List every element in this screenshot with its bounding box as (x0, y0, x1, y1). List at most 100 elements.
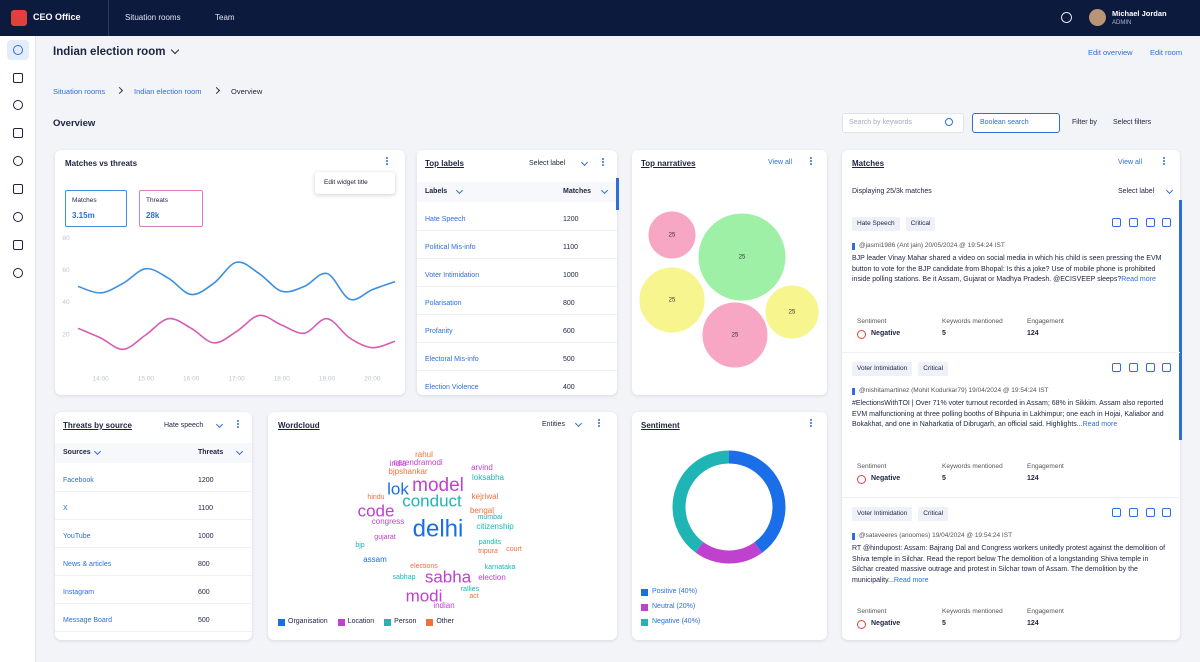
menu-dot[interactable] (602, 158, 604, 160)
table-cell[interactable]: Voter Intimidation (425, 272, 480, 279)
avatar[interactable] (1089, 9, 1106, 26)
user-name[interactable]: Michael Jordan (1112, 9, 1167, 18)
sidebar-icon[interactable] (13, 268, 23, 278)
column-header[interactable]: Matches (563, 188, 592, 195)
breadcrumb[interactable]: Indian election room (134, 87, 202, 96)
action-icon[interactable] (1162, 508, 1171, 517)
search-input[interactable] (842, 113, 964, 133)
menu-dot[interactable] (237, 426, 239, 428)
read-more[interactable]: Read more (893, 576, 929, 584)
select[interactable]: Select label (529, 160, 566, 167)
boolean-button[interactable] (972, 113, 1060, 133)
source-icon (852, 533, 855, 540)
menu-dot[interactable] (1163, 163, 1165, 165)
table-cell[interactable]: Message Board (63, 617, 113, 624)
stat-value: Negative (871, 620, 901, 627)
table-cell[interactable]: Facebook (63, 477, 94, 484)
menu-dot[interactable] (810, 160, 812, 162)
link[interactable]: View all (768, 159, 792, 166)
header-action[interactable]: Edit room (1150, 48, 1183, 57)
select[interactable]: Entities (542, 421, 565, 428)
menu-dot[interactable] (810, 422, 812, 424)
column-header[interactable]: Labels (425, 188, 448, 195)
tag[interactable]: Hate Speech (852, 217, 900, 231)
tag[interactable]: Voter Intimidation (852, 507, 913, 521)
menu-dot[interactable] (386, 163, 388, 165)
column-header[interactable]: Threats (198, 449, 224, 456)
sidebar-icon[interactable] (13, 73, 23, 83)
row-divider (417, 258, 617, 259)
menu-dot[interactable] (386, 157, 388, 159)
action-icon[interactable] (1112, 508, 1121, 517)
sidebar-icon[interactable] (13, 45, 23, 55)
search-icon[interactable] (945, 118, 953, 126)
action-icon[interactable] (1129, 218, 1138, 227)
filter-select[interactable]: Select filters (1113, 119, 1152, 126)
action-icon[interactable] (1146, 508, 1155, 517)
title-chevron[interactable] (170, 45, 180, 55)
table-cell[interactable]: Polarisation (425, 300, 462, 307)
breadcrumb[interactable]: Situation rooms (53, 87, 106, 96)
menu-dot[interactable] (1163, 160, 1165, 162)
table-cell[interactable]: Profanity (425, 328, 453, 335)
menu-dot[interactable] (1163, 157, 1165, 159)
select[interactable]: Hate speech (164, 422, 204, 429)
menu-dot[interactable] (598, 419, 600, 421)
sidebar-icon[interactable] (13, 100, 23, 110)
menu-dot[interactable] (602, 161, 604, 163)
nav-link[interactable]: Situation rooms (125, 13, 181, 22)
sidebar-icon[interactable] (13, 128, 23, 138)
action-icon[interactable] (1112, 218, 1121, 227)
menu-dot[interactable] (386, 160, 388, 162)
action-icon[interactable] (1162, 363, 1171, 372)
menu-item[interactable]: Edit widget title (324, 179, 368, 186)
divider (842, 352, 1180, 353)
table-cell[interactable]: News & articles (63, 561, 112, 568)
table-cell[interactable]: Political Mis-info (425, 244, 476, 251)
stat-value: 124 (1027, 330, 1039, 337)
brand[interactable]: CEO Office (33, 12, 81, 22)
sidebar-icon[interactable] (13, 212, 23, 222)
menu-dot[interactable] (237, 423, 239, 425)
sidebar-icon[interactable] (13, 184, 23, 194)
link[interactable]: View all (1118, 159, 1142, 166)
table-cell: 1200 (563, 216, 579, 223)
table-cell[interactable]: YouTube (63, 533, 91, 540)
tag[interactable]: Critical (918, 362, 949, 376)
action-icon[interactable] (1112, 363, 1121, 372)
action-icon[interactable] (1146, 363, 1155, 372)
nav-divider (108, 0, 109, 36)
nav-link[interactable]: Team (215, 13, 235, 22)
tag[interactable]: Critical (918, 507, 949, 521)
menu-dot[interactable] (810, 163, 812, 165)
table-cell[interactable]: X (63, 505, 68, 512)
action-icon[interactable] (1129, 508, 1138, 517)
match-text: RT @hindupost: Assam: Bajrang Dal and Co… (852, 545, 1166, 584)
help-icon[interactable] (1061, 12, 1072, 23)
tag[interactable]: Voter Intimidation (852, 362, 913, 376)
tag[interactable]: Critical (905, 217, 936, 231)
menu-dot[interactable] (237, 420, 239, 422)
action-icon[interactable] (1146, 218, 1155, 227)
sidebar-icon[interactable] (13, 156, 23, 166)
read-more[interactable]: Read more (1121, 276, 1156, 283)
header-action[interactable]: Edit overview (1088, 48, 1133, 57)
action-icon[interactable] (1129, 363, 1138, 372)
read-more[interactable]: Read more (1082, 421, 1118, 428)
menu-dot[interactable] (810, 419, 812, 421)
column-header[interactable]: Sources (63, 449, 91, 456)
table-cell[interactable]: Instagram (63, 589, 95, 596)
page-title[interactable]: Indian election room (53, 46, 166, 58)
menu-dot[interactable] (810, 157, 812, 159)
sidebar-icon[interactable] (13, 240, 23, 250)
action-icon[interactable] (1162, 218, 1171, 227)
select[interactable]: Select label (1118, 188, 1155, 195)
menu-dot[interactable] (598, 425, 600, 427)
menu-dot[interactable] (602, 164, 604, 166)
menu-dot[interactable] (598, 422, 600, 424)
table-cell[interactable]: Hate Speech (425, 216, 466, 223)
table-cell[interactable]: Election Violence (425, 384, 479, 391)
menu-dot[interactable] (810, 425, 812, 427)
table-cell[interactable]: Electoral Mis-info (425, 356, 479, 363)
